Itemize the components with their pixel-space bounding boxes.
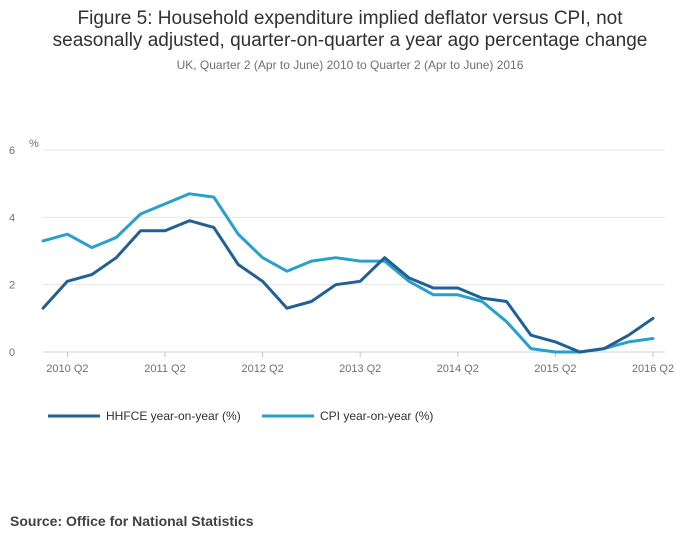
x-tick-label: 2014 Q2: [437, 363, 479, 375]
y-tick-label: 2: [9, 280, 15, 292]
x-tick-label: 2012 Q2: [241, 363, 283, 375]
y-axis-unit-label: %: [29, 138, 39, 150]
x-tick-label: 2011 Q2: [144, 363, 185, 375]
chart-title: Figure 5: Household expenditure implied …: [0, 8, 700, 52]
y-tick-label: 4: [9, 212, 15, 224]
x-tick-label: 2016 Q2: [632, 363, 674, 375]
x-axis: 2010 Q2 2011 Q2 2012 Q2 2013 Q2 2014 Q2 2015 …: [46, 352, 674, 375]
legend: HHFCE year-on-year (%) CPI year-on-year (…: [48, 409, 433, 423]
y-tick-label: 6: [9, 145, 15, 157]
source-note: Source: Office for National Statistics: [10, 513, 254, 529]
chart-subtitle: UK, Quarter 2 (Apr to June) 2010 to Quar…: [176, 58, 524, 72]
legend-label-1: CPI year-on-year (%): [320, 409, 433, 423]
grid-lines: [43, 149, 665, 353]
x-tick-label: 2010 Q2: [46, 363, 88, 375]
series-line-0: [41, 219, 655, 354]
x-tick-label: 2015 Q2: [534, 363, 576, 375]
legend-label-0: HHFCE year-on-year (%): [106, 409, 241, 423]
series-lines: [41, 192, 655, 354]
chart-title-line-2: seasonally adjusted, quarter-on-quarter …: [52, 30, 648, 51]
chart-title-line-1: Figure 5: Household expenditure implied …: [77, 8, 623, 29]
x-tick-label: 2013 Q2: [339, 363, 381, 375]
y-tick-label: 0: [9, 347, 15, 359]
y-axis: 0 2 4 6%: [9, 138, 39, 359]
series-line-1: [41, 192, 655, 354]
